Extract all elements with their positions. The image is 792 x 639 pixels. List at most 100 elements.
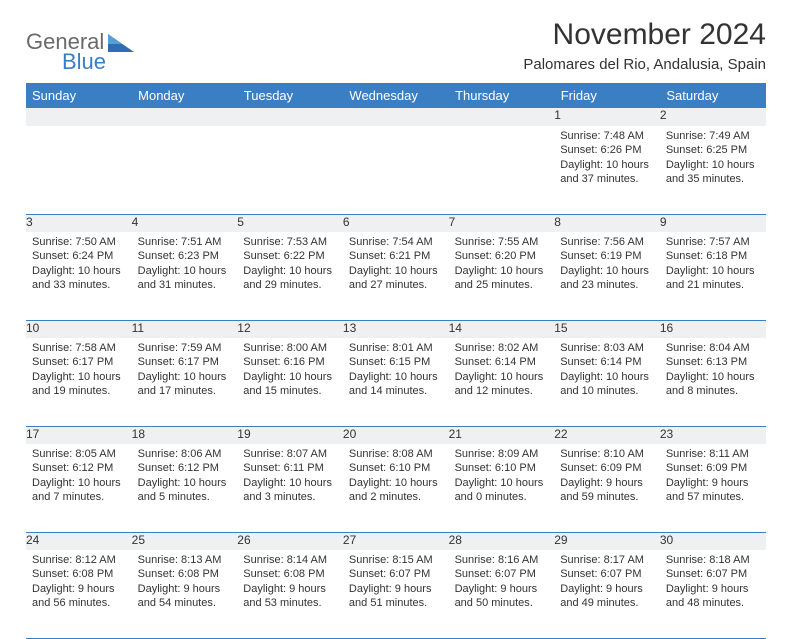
daylight-text: Daylight: 10 hours and 25 minutes. [455,264,549,293]
sunset-text: Sunset: 6:12 PM [138,461,232,475]
calendar-page: General Blue November 2024 Palomares del… [0,0,792,639]
day-number-row: 24252627282930 [26,532,766,550]
day-body-row: Sunrise: 7:48 AMSunset: 6:26 PMDaylight:… [26,126,766,214]
sunrise-text: Sunrise: 8:17 AM [560,553,654,567]
day-header: Thursday [449,83,555,108]
day-cell [237,126,343,214]
sunset-text: Sunset: 6:12 PM [32,461,126,475]
day-number [237,108,343,126]
day-details: Sunrise: 8:09 AMSunset: 6:10 PMDaylight:… [449,444,555,508]
day-details: Sunrise: 7:56 AMSunset: 6:19 PMDaylight:… [554,232,660,296]
daylight-text: Daylight: 10 hours and 21 minutes. [666,264,760,293]
day-body-row: Sunrise: 7:50 AMSunset: 6:24 PMDaylight:… [26,232,766,320]
day-number: 30 [660,532,766,550]
sunrise-text: Sunrise: 7:58 AM [32,341,126,355]
day-number: 9 [660,214,766,232]
day-details: Sunrise: 7:53 AMSunset: 6:22 PMDaylight:… [237,232,343,296]
daylight-text: Daylight: 10 hours and 2 minutes. [349,476,443,505]
day-details: Sunrise: 7:54 AMSunset: 6:21 PMDaylight:… [343,232,449,296]
daylight-text: Daylight: 10 hours and 23 minutes. [560,264,654,293]
day-details: Sunrise: 7:59 AMSunset: 6:17 PMDaylight:… [132,338,238,402]
sunrise-text: Sunrise: 7:56 AM [560,235,654,249]
sunrise-text: Sunrise: 7:53 AM [243,235,337,249]
day-details: Sunrise: 8:03 AMSunset: 6:14 PMDaylight:… [554,338,660,402]
day-cell: Sunrise: 8:05 AMSunset: 6:12 PMDaylight:… [26,444,132,532]
day-cell: Sunrise: 7:56 AMSunset: 6:19 PMDaylight:… [554,232,660,320]
daylight-text: Daylight: 10 hours and 29 minutes. [243,264,337,293]
day-details: Sunrise: 8:14 AMSunset: 6:08 PMDaylight:… [237,550,343,614]
day-number: 16 [660,320,766,338]
day-details: Sunrise: 8:08 AMSunset: 6:10 PMDaylight:… [343,444,449,508]
location-text: Palomares del Rio, Andalusia, Spain [523,56,766,73]
day-details: Sunrise: 8:11 AMSunset: 6:09 PMDaylight:… [660,444,766,508]
day-number: 23 [660,426,766,444]
day-number: 4 [132,214,238,232]
sunrise-text: Sunrise: 8:08 AM [349,447,443,461]
day-cell: Sunrise: 7:53 AMSunset: 6:22 PMDaylight:… [237,232,343,320]
daylight-text: Daylight: 10 hours and 17 minutes. [138,370,232,399]
day-cell: Sunrise: 8:02 AMSunset: 6:14 PMDaylight:… [449,338,555,426]
day-number: 5 [237,214,343,232]
day-details: Sunrise: 7:55 AMSunset: 6:20 PMDaylight:… [449,232,555,296]
logo-text: General Blue [26,31,106,73]
sunset-text: Sunset: 6:20 PM [455,249,549,263]
day-details: Sunrise: 8:10 AMSunset: 6:09 PMDaylight:… [554,444,660,508]
day-header: Tuesday [237,83,343,108]
day-number: 12 [237,320,343,338]
daylight-text: Daylight: 9 hours and 54 minutes. [138,582,232,611]
day-cell: Sunrise: 8:10 AMSunset: 6:09 PMDaylight:… [554,444,660,532]
sunset-text: Sunset: 6:09 PM [560,461,654,475]
logo: General Blue [26,31,134,73]
sunset-text: Sunset: 6:07 PM [666,567,760,581]
sunset-text: Sunset: 6:15 PM [349,355,443,369]
sunrise-text: Sunrise: 8:16 AM [455,553,549,567]
day-number: 25 [132,532,238,550]
day-number: 13 [343,320,449,338]
daylight-text: Daylight: 10 hours and 31 minutes. [138,264,232,293]
sunrise-text: Sunrise: 8:13 AM [138,553,232,567]
daylight-text: Daylight: 10 hours and 7 minutes. [32,476,126,505]
day-number-row: 10111213141516 [26,320,766,338]
sunset-text: Sunset: 6:08 PM [32,567,126,581]
day-number: 28 [449,532,555,550]
day-details: Sunrise: 8:15 AMSunset: 6:07 PMDaylight:… [343,550,449,614]
day-number: 21 [449,426,555,444]
sunrise-text: Sunrise: 7:49 AM [666,129,760,143]
day-cell: Sunrise: 8:11 AMSunset: 6:09 PMDaylight:… [660,444,766,532]
day-number: 1 [554,108,660,126]
daylight-text: Daylight: 9 hours and 53 minutes. [243,582,337,611]
day-cell: Sunrise: 8:07 AMSunset: 6:11 PMDaylight:… [237,444,343,532]
day-cell: Sunrise: 8:16 AMSunset: 6:07 PMDaylight:… [449,550,555,638]
sunset-text: Sunset: 6:08 PM [243,567,337,581]
month-title: November 2024 [523,18,766,52]
day-number: 17 [26,426,132,444]
day-body-row: Sunrise: 8:12 AMSunset: 6:08 PMDaylight:… [26,550,766,638]
day-number: 15 [554,320,660,338]
day-number [132,108,238,126]
daylight-text: Daylight: 10 hours and 14 minutes. [349,370,443,399]
daylight-text: Daylight: 9 hours and 49 minutes. [560,582,654,611]
sunrise-text: Sunrise: 8:11 AM [666,447,760,461]
day-header: Saturday [660,83,766,108]
day-number [26,108,132,126]
day-number: 24 [26,532,132,550]
day-cell: Sunrise: 8:06 AMSunset: 6:12 PMDaylight:… [132,444,238,532]
day-number [343,108,449,126]
day-number: 14 [449,320,555,338]
sunset-text: Sunset: 6:14 PM [560,355,654,369]
sunrise-text: Sunrise: 8:02 AM [455,341,549,355]
day-cell [449,126,555,214]
calendar-table: SundayMondayTuesdayWednesdayThursdayFrid… [26,83,766,639]
logo-triangle-icon [108,34,134,56]
day-details: Sunrise: 8:05 AMSunset: 6:12 PMDaylight:… [26,444,132,508]
day-cell: Sunrise: 7:50 AMSunset: 6:24 PMDaylight:… [26,232,132,320]
sunrise-text: Sunrise: 7:55 AM [455,235,549,249]
sunset-text: Sunset: 6:25 PM [666,143,760,157]
sunset-text: Sunset: 6:18 PM [666,249,760,263]
daylight-text: Daylight: 10 hours and 12 minutes. [455,370,549,399]
sunset-text: Sunset: 6:07 PM [455,567,549,581]
day-details: Sunrise: 7:58 AMSunset: 6:17 PMDaylight:… [26,338,132,402]
sunrise-text: Sunrise: 8:12 AM [32,553,126,567]
day-details: Sunrise: 8:01 AMSunset: 6:15 PMDaylight:… [343,338,449,402]
day-cell: Sunrise: 7:55 AMSunset: 6:20 PMDaylight:… [449,232,555,320]
